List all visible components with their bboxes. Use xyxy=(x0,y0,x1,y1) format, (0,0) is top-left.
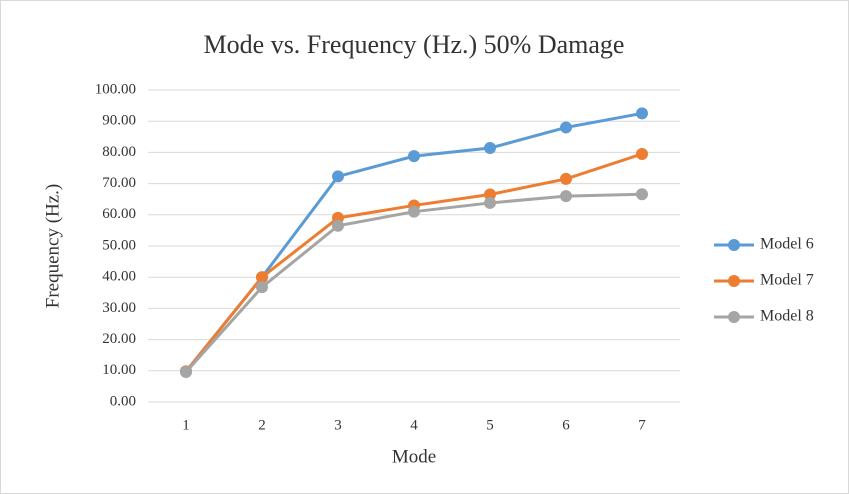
y-tick-label: 60.00 xyxy=(102,206,136,222)
data-point xyxy=(560,172,572,185)
y-tick-label: 100.00 xyxy=(95,81,136,97)
data-point xyxy=(408,150,420,163)
data-point xyxy=(256,271,268,284)
legend-label: Model 7 xyxy=(760,272,814,289)
data-point xyxy=(636,107,648,120)
legend-label: Model 6 xyxy=(760,236,814,253)
data-point xyxy=(560,190,572,203)
data-point xyxy=(332,219,344,232)
y-tick-label: 80.00 xyxy=(102,144,136,160)
x-tick-label: 7 xyxy=(638,417,646,433)
data-point xyxy=(180,366,192,379)
data-point xyxy=(636,147,648,160)
y-tick-label: 90.00 xyxy=(102,113,136,129)
y-tick-label: 40.00 xyxy=(102,269,136,285)
y-tick-label: 10.00 xyxy=(102,362,136,378)
y-tick-label: 30.00 xyxy=(102,300,136,316)
x-tick-label: 4 xyxy=(410,417,418,433)
y-tick-label: 50.00 xyxy=(102,237,136,253)
legend-marker xyxy=(728,311,740,323)
x-tick-label: 3 xyxy=(334,417,342,433)
data-point xyxy=(484,188,496,201)
y-tick-label: 20.00 xyxy=(102,331,136,347)
y-tick-label: 0.00 xyxy=(110,393,136,409)
x-axis-label: Mode xyxy=(392,446,436,467)
x-tick-label: 2 xyxy=(258,417,266,433)
y-tick-label: 70.00 xyxy=(102,175,136,191)
x-tick-label: 6 xyxy=(562,417,570,433)
chart-title: Mode vs. Frequency (Hz.) 50% Damage xyxy=(204,30,625,59)
data-point xyxy=(484,142,496,155)
legend-marker xyxy=(728,275,740,287)
data-point xyxy=(484,196,496,209)
data-point xyxy=(560,121,572,134)
data-point xyxy=(332,170,344,183)
x-tick-label: 5 xyxy=(486,417,494,433)
legend-label: Model 8 xyxy=(760,308,814,325)
data-point xyxy=(408,205,420,218)
data-point xyxy=(256,281,268,294)
y-axis-label: Frequency (Hz.) xyxy=(42,184,63,309)
x-tick-label: 1 xyxy=(182,417,190,433)
legend-marker xyxy=(728,239,740,251)
data-point xyxy=(636,188,648,201)
